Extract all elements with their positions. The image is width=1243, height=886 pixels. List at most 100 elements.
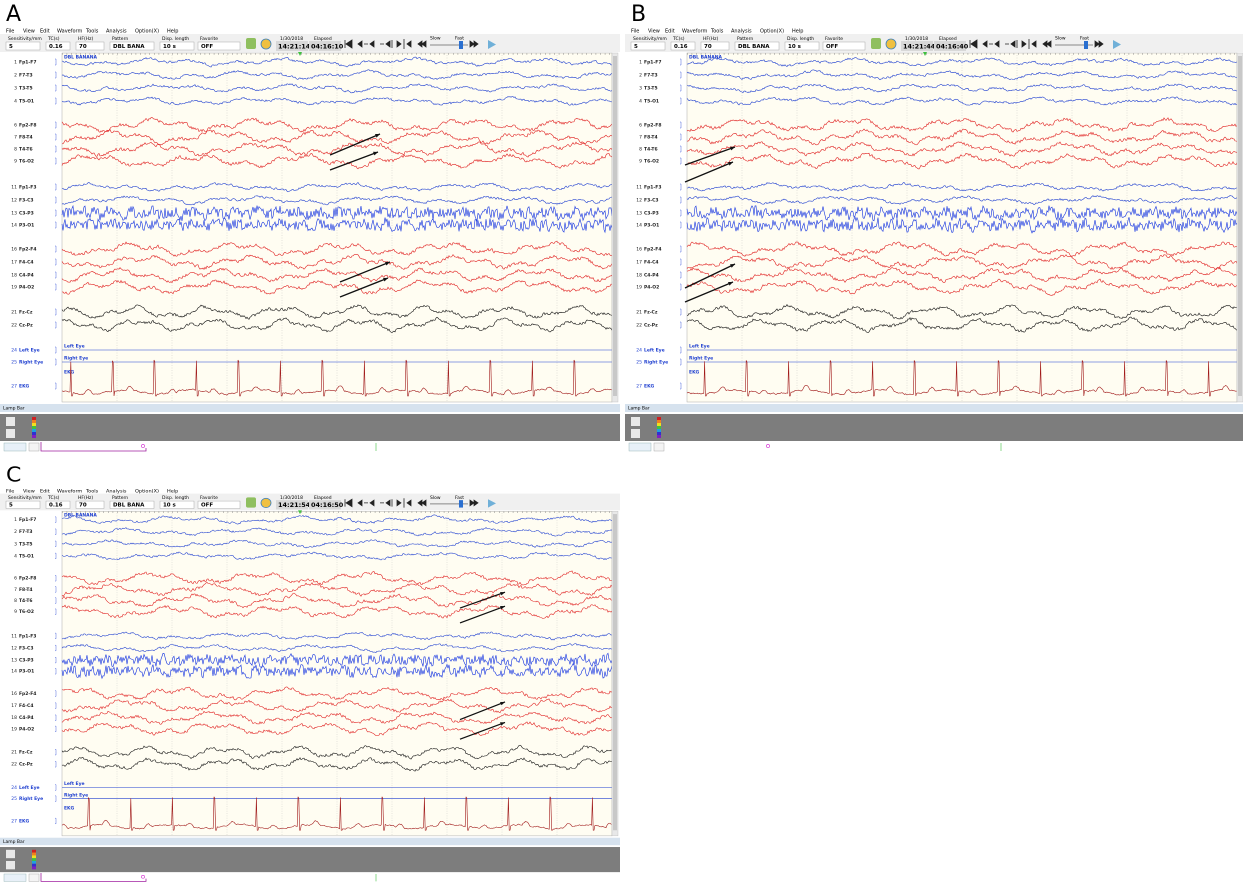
field-label: Pattern <box>737 36 753 42</box>
lamp-button[interactable] <box>631 429 640 438</box>
channel-number: 24 <box>11 785 17 791</box>
time: 14:21:14 <box>278 42 311 50</box>
menu-item[interactable]: Waveform <box>57 29 83 35</box>
slider-thumb[interactable] <box>459 500 463 507</box>
channel-name: F4-C4 <box>644 260 659 266</box>
field-label: Disp. length <box>162 36 189 42</box>
lamp-button[interactable] <box>631 417 640 426</box>
lamp-button[interactable] <box>6 417 15 426</box>
lamp-button[interactable] <box>6 850 15 858</box>
menu-item[interactable]: Waveform <box>682 29 708 35</box>
menu-item[interactable]: View <box>648 29 660 35</box>
time-box[interactable] <box>4 443 26 451</box>
menu-item[interactable]: Analysis <box>106 488 127 494</box>
field-value: OFF <box>201 44 213 50</box>
time: 14:21:54 <box>278 502 311 509</box>
channel-name: T6-O2 <box>644 159 659 165</box>
channel-number: 19 <box>636 285 642 291</box>
channel-name: C3-P3 <box>644 211 659 217</box>
channel-name: Right Eye <box>644 360 668 366</box>
lamp-button[interactable] <box>6 861 15 869</box>
time-box[interactable] <box>654 443 664 451</box>
icon[interactable] <box>246 38 256 49</box>
montage-name: DBL BANANA <box>689 55 723 61</box>
channel-name: Cz-Pz <box>644 323 658 329</box>
field-label: TC(s) <box>672 36 685 42</box>
menu-item[interactable]: Tools <box>85 488 99 494</box>
screenshot: AFileViewEditWaveformToolsAnalysisOption… <box>0 0 1243 886</box>
menu-item[interactable]: Option(X) <box>760 29 784 35</box>
channel-name: T4-T6 <box>19 147 33 153</box>
icon[interactable] <box>886 39 896 49</box>
menu-item[interactable]: Analysis <box>731 29 752 35</box>
slider-label: Fast <box>455 36 464 42</box>
menu-item[interactable]: Help <box>167 488 178 494</box>
menu-item[interactable]: File <box>6 488 14 494</box>
field-value: 10 s <box>163 44 177 50</box>
panel: CFileViewEditWaveformToolsAnalysisOption… <box>0 463 620 881</box>
channel-name: Cz-Pz <box>19 762 33 768</box>
channel-number: 25 <box>11 796 17 802</box>
field-value: OFF <box>201 503 214 509</box>
channel-number: 1 <box>14 517 17 523</box>
channel-name: T4-T6 <box>644 147 658 153</box>
channel-number: 17 <box>636 260 642 266</box>
scroll-thumb[interactable] <box>613 514 617 830</box>
channel-name: T3-T5 <box>19 86 33 92</box>
color-scale <box>657 420 661 423</box>
menu-item[interactable]: Option(X) <box>135 29 159 35</box>
menu-item[interactable]: Edit <box>665 29 675 35</box>
channel-number: 1 <box>14 60 17 66</box>
channel-name: F8-T4 <box>19 587 33 593</box>
field-value: DBL BANA <box>113 44 145 50</box>
channel-number: 14 <box>636 223 642 229</box>
time-box[interactable] <box>29 443 39 451</box>
channel-name: Left Eye <box>19 785 40 791</box>
icon[interactable] <box>261 39 271 49</box>
trace-label: Right Eye <box>689 356 713 362</box>
channel-number: 6 <box>14 576 17 582</box>
trace-label: Left Eye <box>64 344 85 350</box>
menu-item[interactable]: Analysis <box>106 29 127 35</box>
slider-label: Slow <box>430 495 441 501</box>
time-box[interactable] <box>629 443 651 451</box>
channel-number: 19 <box>11 285 17 291</box>
menu-item[interactable]: Edit <box>40 29 50 35</box>
menu-item[interactable]: Tools <box>710 29 724 35</box>
icon[interactable] <box>871 38 881 49</box>
menu-item[interactable]: Help <box>167 29 178 35</box>
menu-item[interactable]: File <box>631 29 639 35</box>
icon[interactable] <box>246 497 256 507</box>
channel-number: 21 <box>636 310 642 316</box>
menu-item[interactable]: Waveform <box>57 488 83 494</box>
event-range <box>41 442 146 451</box>
field-label: TC(s) <box>47 36 60 42</box>
channel-name: T3-T5 <box>644 86 658 92</box>
menu-item[interactable]: View <box>23 29 35 35</box>
menu-item[interactable]: Tools <box>85 29 99 35</box>
icon[interactable] <box>261 498 271 507</box>
scroll-thumb[interactable] <box>1238 56 1242 396</box>
time-box[interactable] <box>4 874 26 881</box>
channel-number: 9 <box>14 609 17 615</box>
channel-number: 18 <box>11 273 17 279</box>
event-marker <box>766 444 769 447</box>
channel-number: 14 <box>11 223 17 229</box>
slider-thumb[interactable] <box>1084 41 1088 49</box>
field-label: Sensitivity/mm <box>8 495 42 501</box>
channel-number: 19 <box>11 727 17 733</box>
menu-item[interactable]: View <box>23 488 35 494</box>
field-label: Sensitivity/mm <box>8 36 42 42</box>
slider-thumb[interactable] <box>459 41 463 49</box>
menu-item[interactable]: File <box>6 29 14 35</box>
time-box[interactable] <box>29 874 39 881</box>
channel-name: Left Eye <box>19 348 40 354</box>
color-scale <box>657 429 661 432</box>
channel-name: EKG <box>644 384 655 390</box>
lamp-button[interactable] <box>6 429 15 438</box>
scroll-thumb[interactable] <box>613 56 617 396</box>
menu-item[interactable]: Option(X) <box>135 488 159 494</box>
menu-item[interactable]: Edit <box>40 488 50 494</box>
field-label: HF(Hz) <box>78 495 93 501</box>
menu-item[interactable]: Help <box>792 29 803 35</box>
